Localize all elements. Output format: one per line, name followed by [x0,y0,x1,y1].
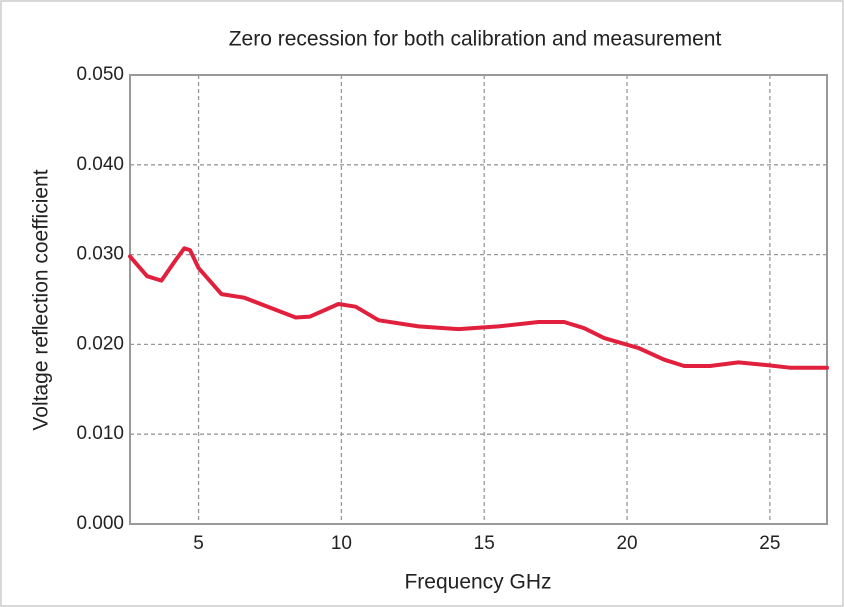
plot-frame [129,74,828,525]
y-tick-label: 0.020 [76,333,124,354]
y-tick-label: 0.050 [76,64,124,85]
y-axis-label: Voltage reflection coefficient [30,169,53,430]
x-tick-label: 10 [331,533,352,554]
y-tick-label: 0.010 [76,423,124,444]
y-tick-label: 0.000 [76,513,124,534]
x-tick-label: 20 [616,533,637,554]
x-tick-label: 5 [193,533,204,554]
chart-title: Zero recession for both calibration and … [229,28,722,51]
data-line [128,246,829,370]
y-tick-label: 0.030 [76,244,124,265]
x-axis-label: Frequency GHz [404,571,551,594]
y-tick-label: 0.040 [76,154,124,175]
x-tick-label: 15 [474,533,495,554]
x-tick-label: 25 [759,533,780,554]
